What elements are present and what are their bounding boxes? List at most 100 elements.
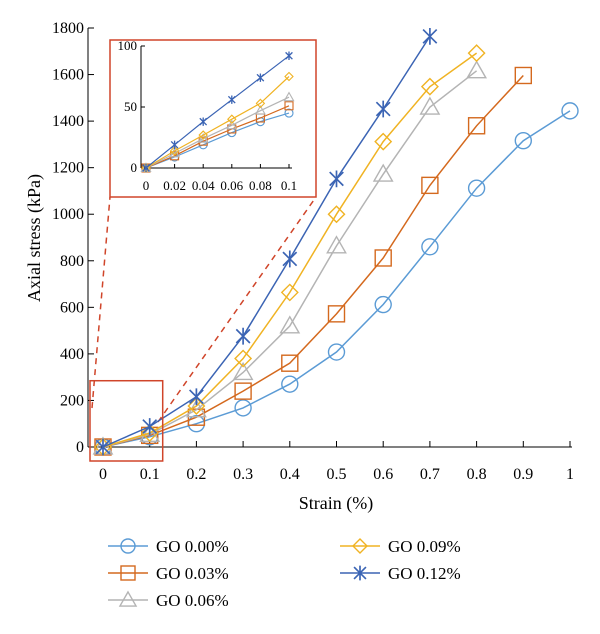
inset-data-point <box>169 146 180 156</box>
x-tick-label: 0 <box>99 466 107 483</box>
zoom-rectangle <box>89 379 164 462</box>
legend-swatch-marker <box>118 590 138 607</box>
data-point <box>421 176 439 195</box>
x-tick-label: 0.4 <box>280 466 300 483</box>
series-line <box>102 52 478 448</box>
series-line <box>102 70 478 448</box>
y-tick-label: 1400 <box>52 113 84 130</box>
y-tick-label: 600 <box>60 299 84 316</box>
data-point <box>281 375 299 393</box>
y-axis-title: Axial stress (kPa) <box>24 174 45 302</box>
inset-series-go-0-09 <box>141 71 294 173</box>
inset-x-tick-label: 0.1 <box>281 178 297 193</box>
data-point <box>234 349 253 368</box>
data-point <box>189 388 204 406</box>
data-point <box>421 238 439 256</box>
inset-data-point <box>170 140 179 150</box>
series-line <box>102 110 571 448</box>
legend-swatch-marker <box>120 565 136 581</box>
zoom-connector-right <box>157 196 317 423</box>
data-point <box>279 315 301 334</box>
y-tick-label: 0 <box>76 439 84 456</box>
zoom-region-box <box>89 379 164 462</box>
data-point <box>327 305 346 323</box>
y-tick-label: 1000 <box>52 206 84 223</box>
inset-x-tick-label: 0.04 <box>192 178 215 193</box>
series-go-0-09 <box>94 44 486 456</box>
series-go-0-12 <box>95 27 438 456</box>
inset-series-line <box>145 55 290 169</box>
inset-x-tick-label: 0 <box>143 178 150 193</box>
legend-item-go-0-06: GO 0.06% <box>108 590 229 610</box>
inset-series-line <box>145 105 290 169</box>
inset-y-tick-label: 50 <box>124 99 137 114</box>
inset-series-line <box>145 76 290 169</box>
y-tick-label: 400 <box>60 346 84 363</box>
inset-x-tick-label: 0.02 <box>163 178 186 193</box>
y-tick-label: 1800 <box>52 20 84 37</box>
data-point <box>372 163 394 182</box>
data-point <box>281 354 299 372</box>
data-point <box>187 397 206 416</box>
inset-data-point <box>142 163 150 173</box>
series-line <box>102 74 524 448</box>
x-tick-label: 0.3 <box>233 466 253 483</box>
inset-data-point <box>283 91 295 102</box>
legend-label: GO 0.12% <box>388 564 461 583</box>
legend-swatch-marker <box>352 538 368 554</box>
zoom-connector-left <box>91 196 111 409</box>
x-tick-label: 0.9 <box>513 466 533 483</box>
data-point <box>140 424 159 443</box>
data-point <box>467 179 486 197</box>
inset-data-point <box>197 133 209 143</box>
data-point <box>374 295 392 314</box>
inset-x-tick-label: 0.08 <box>249 178 272 193</box>
y-tick-label: 1200 <box>52 160 84 177</box>
x-tick-label: 1 <box>566 466 574 483</box>
inset-series-line <box>145 96 290 169</box>
legend-swatch-marker <box>353 565 367 581</box>
y-tick-label: 200 <box>60 392 84 409</box>
data-point <box>514 66 532 85</box>
data-point <box>326 235 347 254</box>
legend-label: GO 0.03% <box>156 564 229 583</box>
data-point <box>466 60 488 79</box>
inset-series-go-0-12 <box>142 51 293 173</box>
inset-data-point <box>226 119 238 130</box>
inset-data-point <box>284 71 294 82</box>
y-tick-label: 800 <box>60 253 84 270</box>
main-series-group <box>92 27 579 456</box>
inset-y-tick-label: 0 <box>131 160 138 175</box>
data-point <box>422 27 438 45</box>
x-tick-label: 0.1 <box>140 466 160 483</box>
data-point <box>327 205 346 224</box>
inset-x-tick-label: 0.06 <box>220 178 243 193</box>
x-tick-label: 0.6 <box>373 466 393 483</box>
inset-data-point <box>255 98 266 109</box>
inset-data-point <box>227 95 236 104</box>
data-point <box>234 382 252 400</box>
data-point <box>280 283 299 302</box>
inset-data-point <box>199 117 208 126</box>
legend-item-go-0-12: GO 0.12% <box>340 564 461 583</box>
data-point <box>467 117 486 135</box>
x-axis-title: Strain (%) <box>299 493 373 514</box>
x-tick-label: 0.5 <box>327 466 347 483</box>
data-point <box>232 361 254 381</box>
legend: GO 0.00% GO 0.03% GO 0.06% GO 0.09% GO 0.12% <box>108 537 461 610</box>
legend-label: GO 0.09% <box>388 537 461 556</box>
legend-label: GO 0.00% <box>156 537 229 556</box>
series-go-0-06 <box>92 60 488 455</box>
x-tick-label: 0.8 <box>467 466 487 483</box>
data-point <box>327 343 346 361</box>
inset-y-tick-label: 100 <box>118 38 138 53</box>
data-point <box>374 132 393 151</box>
data-point <box>235 327 251 345</box>
data-point <box>375 100 391 118</box>
inset-data-point <box>285 51 293 60</box>
legend-swatch-marker <box>120 538 136 554</box>
series-go-0-00 <box>94 102 579 456</box>
